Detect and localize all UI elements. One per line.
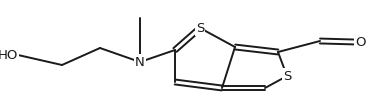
Text: S: S: [196, 22, 204, 35]
Text: O: O: [355, 36, 366, 49]
Text: HO: HO: [0, 49, 18, 61]
Text: S: S: [283, 69, 291, 82]
Text: N: N: [135, 56, 145, 68]
